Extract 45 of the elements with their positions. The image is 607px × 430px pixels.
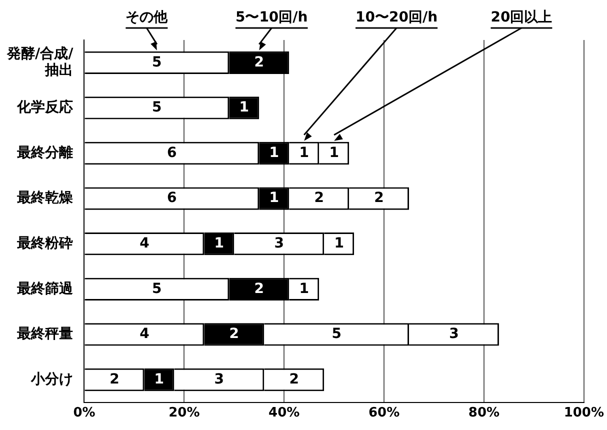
y-tick-label: 最終秤量 <box>16 326 74 342</box>
annotation: 6 <box>167 144 177 161</box>
y-tick-label: 化学反応 <box>16 98 74 116</box>
annotation: 2 <box>229 326 240 342</box>
annotation: 1 <box>334 235 344 252</box>
annotation: 1 <box>299 144 309 161</box>
text: 20回以上 <box>490 10 552 26</box>
x-tick-label: 80% <box>468 406 500 421</box>
annotation: 2 <box>314 190 324 206</box>
annotation: 2 <box>110 371 120 388</box>
annotation: 2 <box>289 371 299 388</box>
annotation: 1 <box>239 100 250 116</box>
annotation: 3 <box>214 371 224 388</box>
annotation: 1 <box>269 144 279 161</box>
annotation: 5 <box>332 326 342 342</box>
series-label: その他 <box>126 10 169 26</box>
annotation: 1 <box>299 280 309 297</box>
y-tick-label: 小分け <box>30 371 74 388</box>
annotation: 3 <box>449 326 459 342</box>
y-tick-label: 最終粉砕 <box>16 235 74 252</box>
annotation: 2 <box>374 190 384 206</box>
annotation: 6 <box>167 190 177 206</box>
annotation: 5 <box>152 280 162 297</box>
text: 10〜20回/h <box>356 10 438 26</box>
annotation: 4 <box>140 326 150 342</box>
y-tick-label: 最終篩過 <box>16 280 74 297</box>
x-tick-label: 100% <box>564 406 604 421</box>
y-tick-label: 発酵/合成/抽出 <box>6 46 74 79</box>
x-tick-label: 60% <box>368 406 400 421</box>
x-tick-label: 20% <box>168 406 200 421</box>
annotation: 5 <box>152 54 162 70</box>
annotation: 2 <box>254 280 264 297</box>
y-tick-label: 最終分離 <box>16 144 74 161</box>
x-tick-label: 0% <box>73 406 96 421</box>
annotation: 2 <box>254 54 264 70</box>
annotation: 1 <box>329 144 339 161</box>
annotation: 4 <box>140 235 150 252</box>
annotation: 3 <box>274 235 284 252</box>
series-label: 5〜10回/h <box>235 10 308 26</box>
y-tick-label: 最終乾燥 <box>16 190 74 206</box>
x-tick-label: 40% <box>268 406 300 421</box>
annotation: 1 <box>214 235 224 252</box>
annotation: 5 <box>152 100 162 116</box>
annotation: 1 <box>154 371 164 388</box>
annotation: 1 <box>269 190 279 206</box>
